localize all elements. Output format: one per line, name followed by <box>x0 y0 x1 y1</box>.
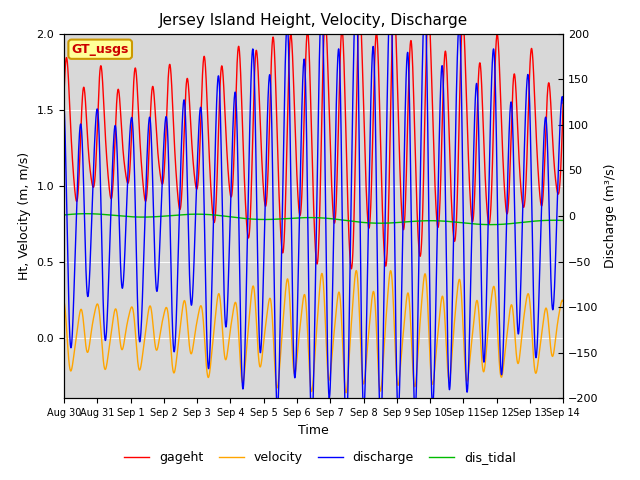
discharge <box>117 271 125 276</box>
velocity <box>496 367 504 373</box>
velocity <box>273 385 281 391</box>
Line: dis_tidal: dis_tidal <box>64 214 563 225</box>
Line: discharge: discharge <box>64 0 563 430</box>
velocity <box>342 390 350 396</box>
gageht <box>147 109 154 115</box>
discharge <box>60 100 68 106</box>
Line: velocity: velocity <box>64 271 563 393</box>
gageht <box>348 266 355 272</box>
gageht <box>390 4 398 10</box>
dis_tidal <box>60 212 68 218</box>
gageht <box>273 129 281 134</box>
dis_tidal <box>117 213 125 219</box>
dis_tidal <box>550 217 557 223</box>
gageht <box>117 116 125 121</box>
discharge <box>550 300 557 306</box>
dis_tidal <box>487 222 495 228</box>
dis_tidal <box>147 214 155 220</box>
Text: GT_usgs: GT_usgs <box>72 43 129 56</box>
Legend: gageht, velocity, discharge, dis_tidal: gageht, velocity, discharge, dis_tidal <box>119 446 521 469</box>
dis_tidal <box>273 216 281 222</box>
velocity <box>252 302 259 308</box>
velocity <box>147 304 154 310</box>
velocity <box>353 268 360 274</box>
discharge <box>559 100 567 106</box>
velocity <box>550 350 557 356</box>
gageht <box>559 100 567 106</box>
gageht <box>252 53 259 59</box>
dis_tidal <box>496 222 504 228</box>
gageht <box>60 92 68 97</box>
discharge <box>147 120 154 126</box>
discharge <box>496 343 504 349</box>
gageht <box>550 155 557 161</box>
discharge <box>273 405 281 410</box>
Y-axis label: Ht, Velocity (m, m/s): Ht, Velocity (m, m/s) <box>18 152 31 280</box>
Title: Jersey Island Height, Velocity, Discharge: Jersey Island Height, Velocity, Discharg… <box>159 13 468 28</box>
velocity <box>117 344 125 350</box>
dis_tidal <box>83 211 90 216</box>
X-axis label: Time: Time <box>298 424 329 437</box>
gageht <box>496 78 504 84</box>
discharge <box>252 124 259 130</box>
dis_tidal <box>559 217 567 223</box>
dis_tidal <box>252 216 259 222</box>
Line: gageht: gageht <box>64 7 563 269</box>
Y-axis label: Discharge (m³/s): Discharge (m³/s) <box>604 164 617 268</box>
velocity <box>60 298 68 304</box>
velocity <box>559 299 567 304</box>
discharge <box>342 427 350 433</box>
